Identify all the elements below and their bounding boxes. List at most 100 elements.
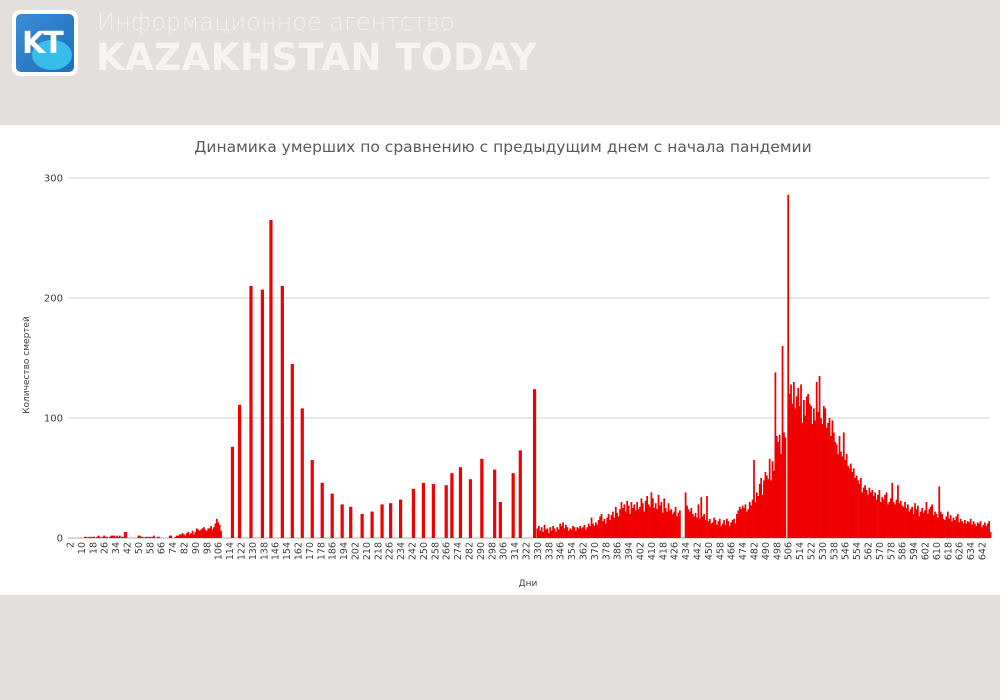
bar-day-441 — [694, 512, 697, 538]
bar-day-557 — [860, 478, 862, 538]
bar-day-586 — [901, 505, 904, 538]
bar-day-466 — [730, 522, 733, 538]
bar-day-186 — [330, 493, 334, 538]
bar-day-516 — [801, 422, 804, 538]
bar-day-521 — [808, 403, 811, 538]
bar-day-165 — [300, 408, 304, 538]
bar-day-627 — [959, 518, 962, 538]
bar-day-527 — [817, 412, 819, 538]
bar-day-601 — [922, 512, 925, 538]
bar-day-482 — [753, 460, 755, 538]
y-tick-labels: 0 100 200 300 — [44, 174, 63, 545]
bar-day-158 — [290, 364, 294, 538]
bar-day-613 — [939, 511, 942, 538]
x-tick-label: 122 — [237, 542, 248, 560]
bar-day-31 — [110, 535, 113, 538]
bar-day-332 — [539, 530, 542, 538]
bar-day-450 — [707, 521, 710, 538]
bar-day-37 — [119, 535, 121, 538]
bar-day-599 — [919, 511, 922, 538]
bar-day-560 — [864, 485, 867, 538]
y-axis-label: Количество смертей — [22, 316, 32, 414]
bar-day-590 — [907, 504, 909, 538]
bar-day-573 — [882, 499, 885, 538]
bar-day-415 — [657, 494, 660, 538]
bar-day-553 — [854, 478, 857, 538]
bar-day-350 — [565, 524, 567, 538]
bar-day-624 — [955, 516, 958, 538]
bar-day-472 — [738, 506, 741, 538]
bar-day-455 — [714, 520, 717, 538]
bar-day-396 — [630, 502, 633, 538]
bar-day-372 — [596, 524, 599, 538]
bar-day-451 — [708, 518, 711, 538]
bar-day-436 — [687, 509, 690, 538]
x-tick-label: 170 — [305, 542, 316, 560]
bar-day-457 — [717, 521, 720, 538]
x-tick-label: 474 — [738, 542, 749, 560]
bar-day-440 — [693, 516, 696, 538]
x-tick-label: 26 — [100, 542, 111, 554]
bar-day-363 — [583, 524, 586, 538]
bar-day-58 — [148, 536, 152, 538]
bar-day-523 — [811, 424, 814, 538]
bar-day-648 — [989, 532, 992, 538]
x-tick-label: 546 — [841, 542, 852, 560]
x-tick-label: 642 — [978, 542, 989, 560]
bar-day-92 — [197, 529, 200, 538]
bar-day-492 — [767, 479, 770, 538]
bar-day-524 — [812, 408, 815, 538]
bar-day-50 — [137, 535, 140, 538]
bar-day-491 — [765, 475, 768, 538]
bar-day-351 — [566, 527, 569, 538]
bar-day-581 — [894, 504, 896, 538]
bar-day-529 — [820, 418, 822, 538]
bar-day-60 — [151, 536, 154, 538]
bar-day-568 — [875, 499, 878, 538]
globe-icon — [32, 40, 72, 70]
bar-day-318 — [518, 450, 522, 538]
bar-day-419 — [663, 498, 666, 538]
bar-day-349 — [563, 528, 566, 538]
bar-day-89 — [193, 534, 195, 538]
bar-day-413 — [654, 503, 657, 538]
bar-day-537 — [831, 420, 834, 538]
bar-day-227 — [389, 503, 393, 538]
bar-day-401 — [637, 509, 640, 538]
bar-day-496 — [773, 470, 775, 538]
bar-day-476 — [744, 504, 747, 538]
bar-day-533 — [825, 427, 828, 538]
bar-day-36 — [117, 536, 120, 538]
bar-day-585 — [899, 500, 902, 538]
bar-day-341 — [552, 526, 554, 538]
bar-day-399 — [634, 510, 637, 538]
bar-day-405 — [643, 511, 646, 538]
x-tick-label: 330 — [533, 542, 544, 560]
bar-day-300 — [493, 469, 497, 538]
bar-day-589 — [905, 508, 908, 538]
bar-day-583 — [897, 485, 899, 538]
bar-day-347 — [560, 526, 563, 538]
bar-day-567 — [874, 492, 876, 538]
x-tick-label: 274 — [453, 542, 464, 560]
bar-day-428 — [676, 516, 678, 538]
brand-name[interactable]: KAZAKHSTAN TODAY — [96, 36, 538, 79]
bar-day-570 — [878, 490, 881, 538]
bar-day-41 — [123, 532, 128, 538]
bar-day-593 — [911, 506, 914, 538]
agency-subtitle: Информационное агентство — [97, 8, 455, 36]
bar-day-417 — [660, 502, 663, 538]
kt-logo[interactable]: KT — [12, 10, 78, 76]
bar-day-454 — [713, 517, 715, 538]
x-tick-label: 594 — [909, 542, 920, 560]
bar-day-497 — [774, 372, 777, 538]
bar-day-548 — [847, 466, 849, 538]
x-tick-label: 370 — [590, 542, 601, 560]
bar-day-620 — [949, 515, 952, 538]
bar-day-595 — [914, 503, 916, 538]
bar-day-328 — [532, 389, 537, 538]
bar-day-53 — [141, 536, 144, 538]
x-tick-label: 42 — [123, 542, 134, 554]
bar-day-619 — [948, 518, 951, 538]
x-tick-label: 154 — [282, 542, 293, 560]
